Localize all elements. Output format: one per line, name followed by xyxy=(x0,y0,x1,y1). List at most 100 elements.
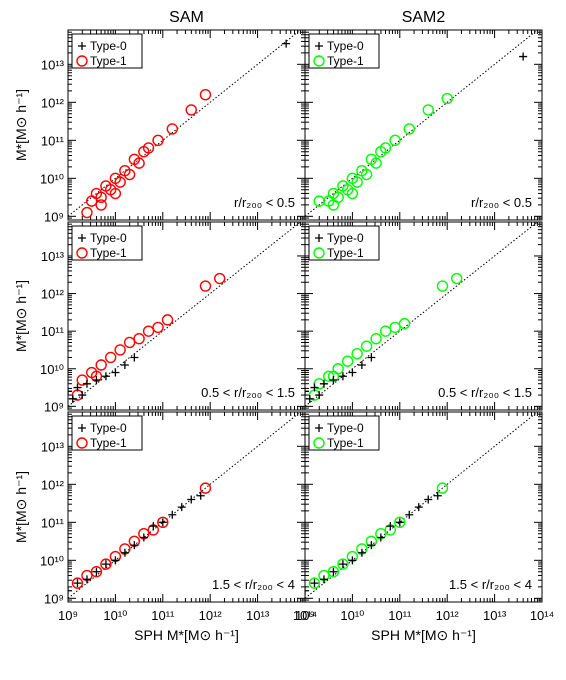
type1-point xyxy=(104,351,117,364)
type1-point xyxy=(360,168,373,181)
type0-point xyxy=(519,52,528,61)
type1-point xyxy=(370,332,382,345)
x-tick-label: 10¹³ xyxy=(246,608,270,623)
panel-frame xyxy=(304,221,543,411)
legend-box xyxy=(308,415,380,451)
type0-point xyxy=(139,533,148,542)
x-tick-label: 10¹⁰ xyxy=(103,608,127,623)
type1-point xyxy=(398,317,411,330)
legend-type1-marker xyxy=(76,437,88,449)
type1-point xyxy=(185,104,197,116)
radius-range-label: 1.5 < r/r₂₀₀ < 4 xyxy=(212,577,295,592)
type0-point xyxy=(73,579,82,588)
legend-type0-marker xyxy=(315,234,323,242)
x-tick-label: 10¹² xyxy=(199,608,223,623)
y-tick-label: 10¹³ xyxy=(41,57,65,72)
type0-point xyxy=(357,548,366,557)
x-tick-label: 10¹¹ xyxy=(388,608,412,623)
panel-3-sam: 10⁹ 10¹⁰ 10¹¹ 10¹² 10¹³ 10⁹ 10¹⁰ 10¹¹ 10¹² 10¹³ 10… xyxy=(40,411,317,623)
type0-point xyxy=(348,556,357,565)
legend-type0-label: Type-0 xyxy=(90,39,127,53)
legend-type0-label: Type-0 xyxy=(327,39,364,53)
x-tick-label: 10¹¹ xyxy=(151,608,175,623)
x-tick-label: 10¹⁰ xyxy=(340,608,364,623)
type0-point xyxy=(111,368,120,377)
x-tick-label: 10¹³ xyxy=(483,608,507,623)
legend-type0-marker xyxy=(315,42,323,50)
type0-point xyxy=(120,360,129,369)
y-tick-label: 10¹¹ xyxy=(41,324,65,339)
type0-point xyxy=(305,586,309,595)
y-axis-label: M*[M⊙ h⁻¹] xyxy=(13,280,29,352)
type1-point xyxy=(346,187,359,200)
type1-point xyxy=(351,176,363,188)
type1-point xyxy=(152,321,164,334)
type0-point xyxy=(78,391,87,400)
axis-ticks xyxy=(304,221,543,411)
type0-point xyxy=(424,495,433,504)
type1-point xyxy=(199,482,212,494)
type1-point xyxy=(379,325,392,337)
type1-point xyxy=(133,157,145,169)
type0-point xyxy=(68,394,77,403)
type0-point xyxy=(310,383,319,392)
type1-point xyxy=(85,195,98,207)
type1-point xyxy=(199,280,212,292)
legend-type1-label: Type-1 xyxy=(327,436,364,450)
type0-point xyxy=(367,541,376,550)
type1-point xyxy=(394,516,406,529)
y-tick-label: 10¹² xyxy=(41,287,65,302)
legend-type1-label: Type-1 xyxy=(90,436,127,450)
legend-type0-marker xyxy=(78,424,86,432)
type1-point xyxy=(441,92,453,105)
type0-point xyxy=(82,379,91,388)
type1-point xyxy=(360,340,373,352)
y-tick-label: 10⁹ xyxy=(44,399,64,414)
type1-point xyxy=(95,199,107,211)
type1-point xyxy=(71,577,84,589)
type0-point xyxy=(196,491,205,500)
type1-point xyxy=(403,123,415,135)
type0-point xyxy=(433,491,442,500)
y-tick-label: 10⁹ xyxy=(44,209,64,224)
axis-titles: M*[M⊙ h⁻¹] M*[M⊙ h⁻¹] M*[M⊙ h⁻¹] SPH M*[M⊙ … xyxy=(13,89,476,643)
legend-type1-label: Type-1 xyxy=(90,54,127,68)
type0-point xyxy=(282,39,291,48)
legend-type0-label: Type-0 xyxy=(90,421,127,435)
legend-type1-marker xyxy=(313,247,325,259)
type0-point xyxy=(405,510,414,519)
type1-point xyxy=(157,516,169,529)
radius-range-label: 1.5 < r/r₂₀₀ < 4 xyxy=(449,577,532,592)
type0-point xyxy=(329,376,338,385)
type1-point xyxy=(114,344,126,356)
type0-point xyxy=(73,383,82,392)
legend-type1-label: Type-1 xyxy=(327,54,364,68)
type1-point xyxy=(81,206,93,219)
type1-point xyxy=(166,123,178,135)
type1-point xyxy=(199,89,212,101)
type1-point xyxy=(337,558,349,570)
one-to-one-line xyxy=(305,30,538,217)
type0-point xyxy=(177,503,186,512)
x-tick-label: 10¹² xyxy=(436,608,460,623)
type0-point xyxy=(92,567,101,576)
type1-point xyxy=(389,134,401,147)
y-tick-label: 10¹² xyxy=(41,95,65,110)
type0-point xyxy=(305,387,309,396)
type0-point xyxy=(120,548,129,557)
legend-type1-marker xyxy=(313,437,325,449)
y-tick-label: 10¹⁰ xyxy=(40,553,64,568)
type1-point xyxy=(95,191,107,204)
type1-point xyxy=(389,321,401,334)
type0-point xyxy=(376,533,385,542)
type1-point xyxy=(161,314,174,326)
panel-data xyxy=(305,30,538,217)
radius-range-label: r/r₂₀₀ < 0.5 xyxy=(471,195,532,210)
legend-box xyxy=(71,225,143,261)
type0-point xyxy=(367,353,376,362)
